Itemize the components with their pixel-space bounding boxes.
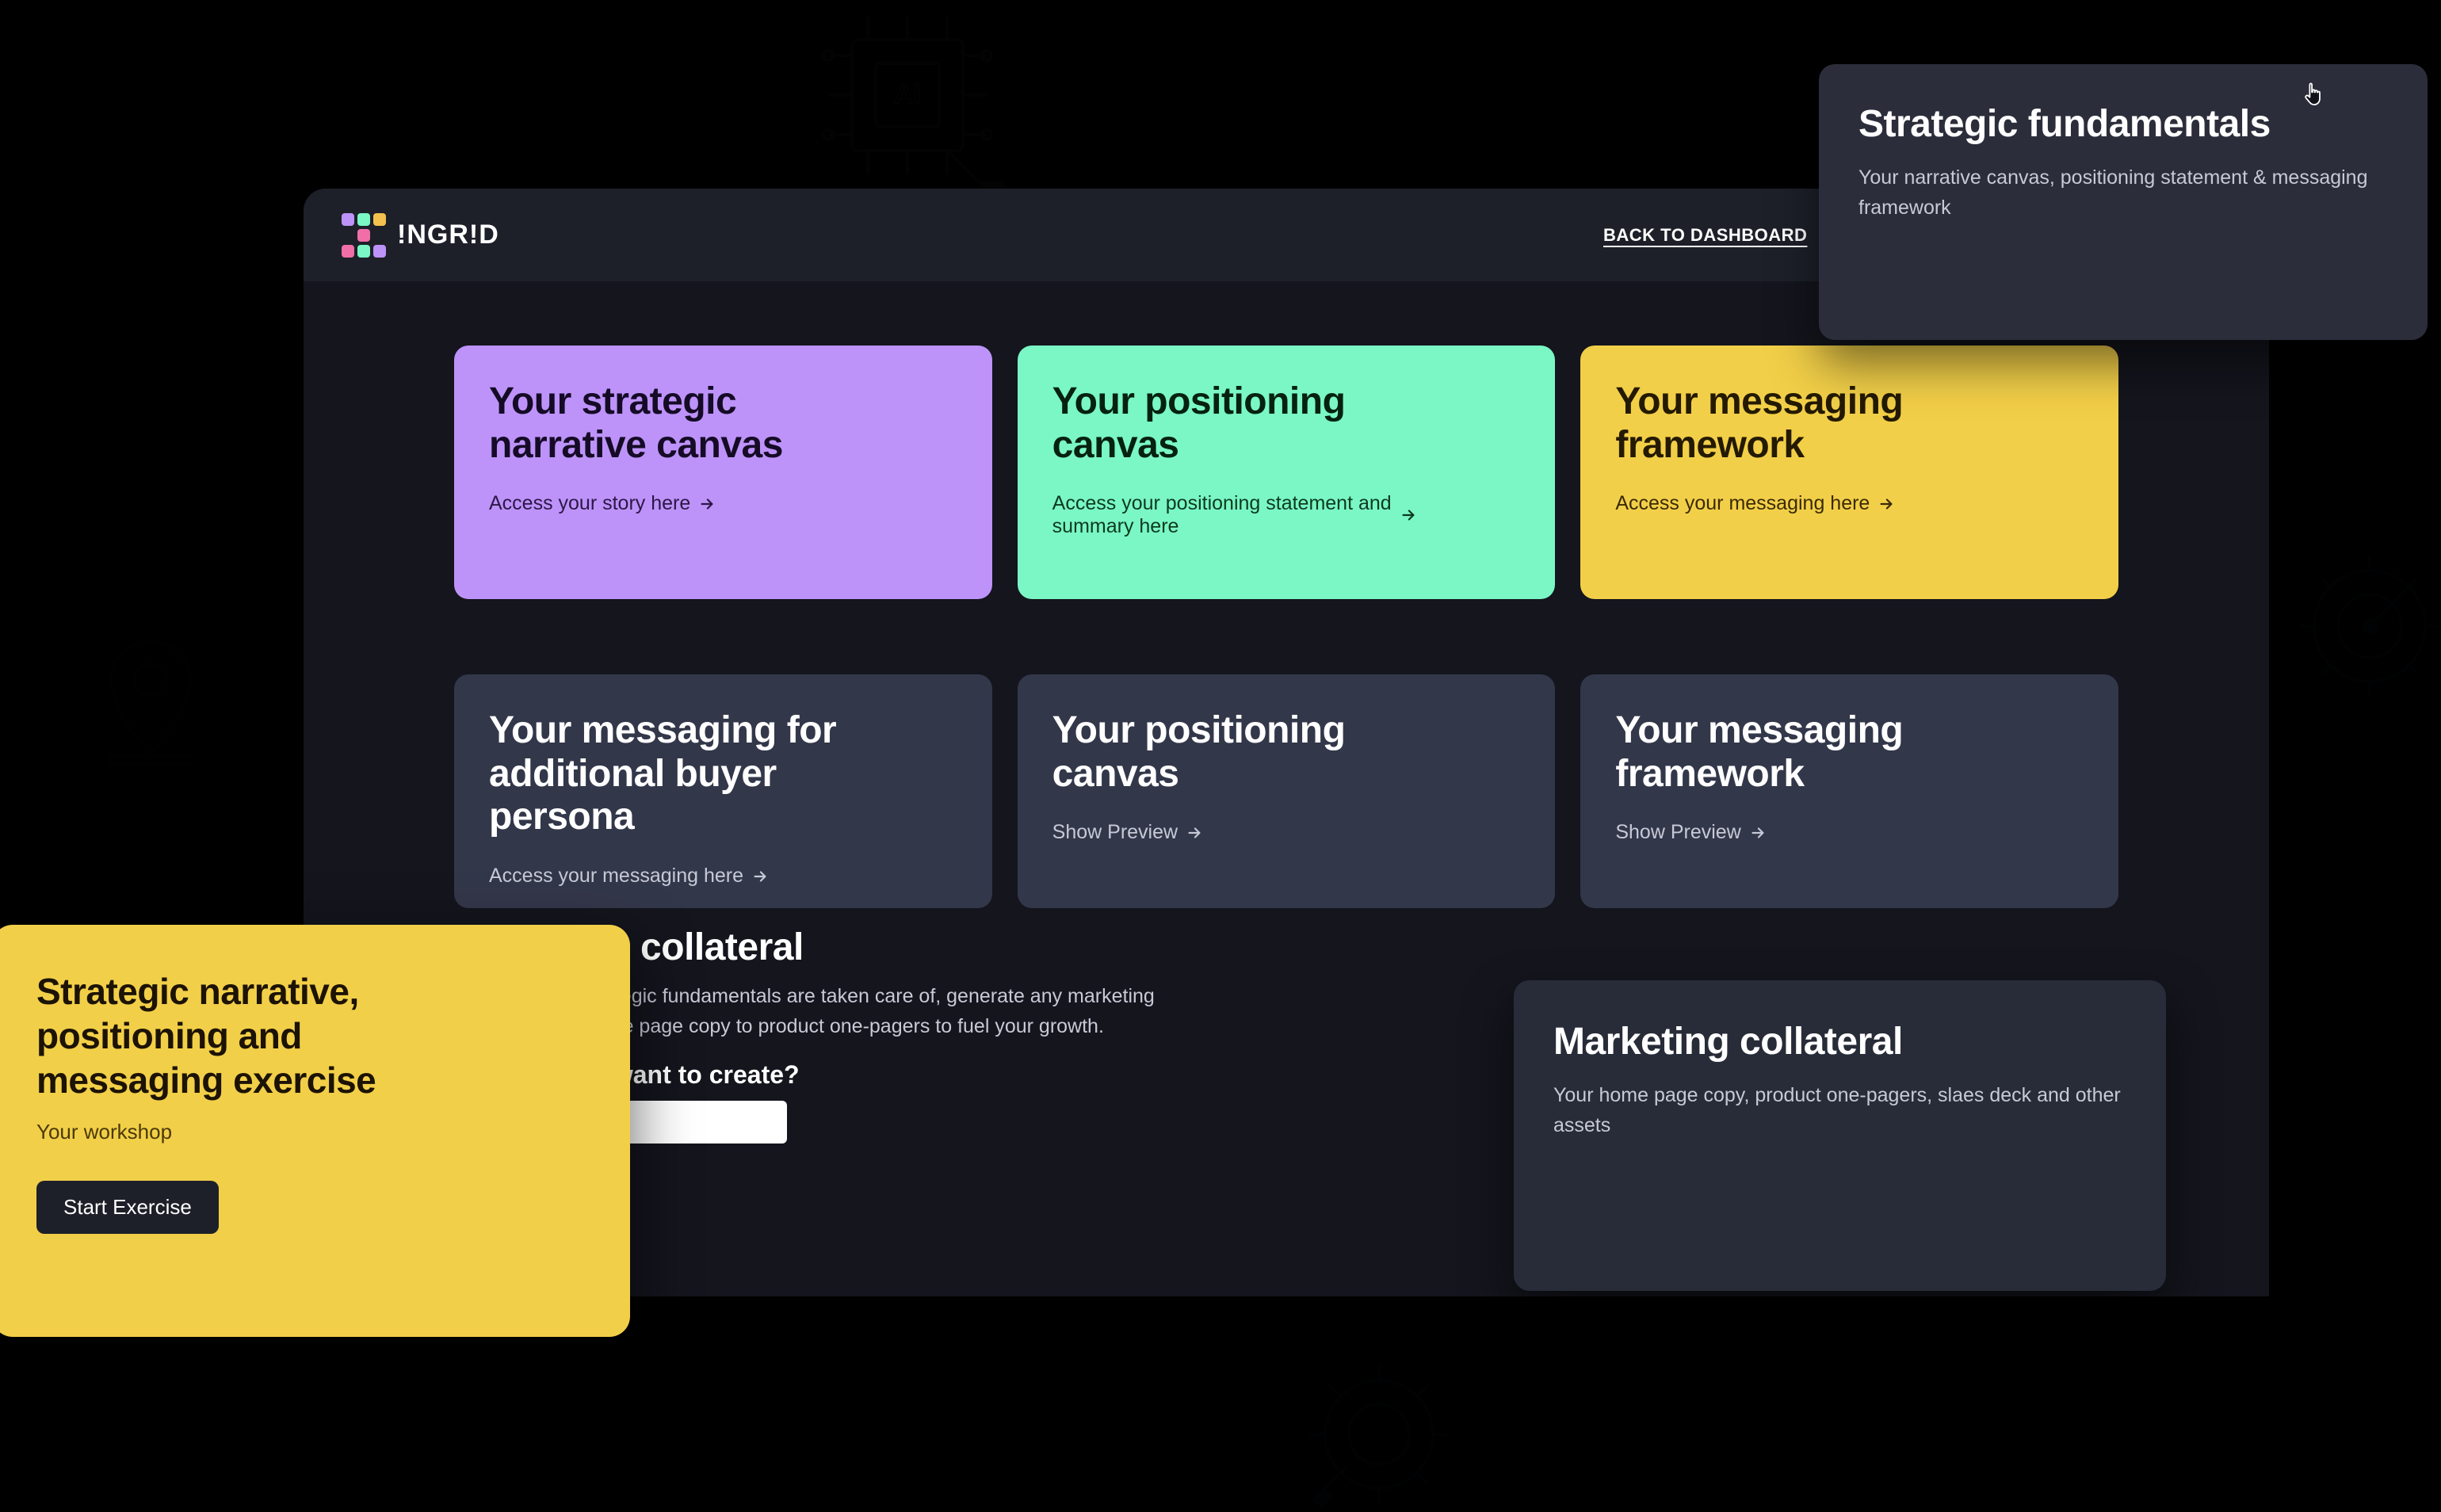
svg-text:AI: AI xyxy=(894,79,921,109)
